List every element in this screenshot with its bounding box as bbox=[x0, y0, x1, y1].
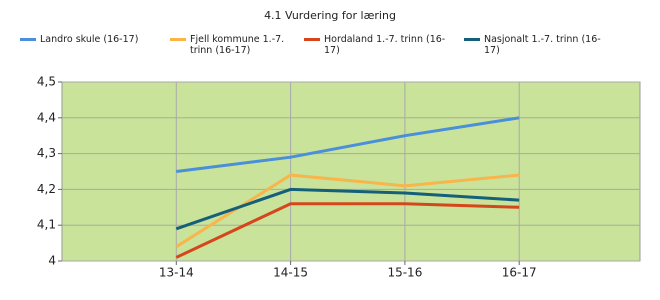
x-tick-label: 13-14 bbox=[159, 266, 194, 280]
y-tick-label: 4,5 bbox=[37, 75, 56, 89]
legend-label: Landro skule (16-17) bbox=[40, 34, 139, 45]
series-line bbox=[175, 173, 520, 248]
legend-swatch bbox=[20, 38, 36, 41]
legend-item: Landro skule (16-17) bbox=[20, 34, 160, 45]
legend-item: Fjell kommune 1.-7. trinn (16-17) bbox=[170, 34, 295, 56]
y-tick-label: 4,1 bbox=[37, 218, 56, 232]
x-tick-label: 15-16 bbox=[387, 266, 422, 280]
series-line bbox=[176, 116, 520, 173]
y-tick-label: 4,3 bbox=[37, 146, 56, 160]
legend-swatch bbox=[464, 38, 480, 41]
y-tick-label: 4,4 bbox=[37, 110, 56, 124]
x-tick-label: 14-15 bbox=[273, 266, 308, 280]
legend-label: Nasjonalt 1.-7. trinn (16-17) bbox=[484, 34, 601, 56]
legend-item: Hordaland 1.-7. trinn (16-17) bbox=[304, 34, 454, 56]
legend-label: Fjell kommune 1.-7. trinn (16-17) bbox=[190, 34, 285, 56]
x-tick-label: 16-17 bbox=[502, 266, 537, 280]
chart-title: 4.1 Vurdering for læring bbox=[264, 9, 396, 22]
y-tick-label: 4,2 bbox=[37, 182, 56, 196]
series-line bbox=[175, 202, 520, 259]
plot-area bbox=[61, 81, 641, 262]
legend-item: Nasjonalt 1.-7. trinn (16-17) bbox=[464, 34, 614, 56]
y-tick-label: 4 bbox=[48, 254, 56, 268]
series-line bbox=[175, 187, 520, 231]
legend-label: Hordaland 1.-7. trinn (16-17) bbox=[324, 34, 446, 56]
legend-swatch bbox=[170, 38, 186, 41]
legend-swatch bbox=[304, 38, 320, 41]
